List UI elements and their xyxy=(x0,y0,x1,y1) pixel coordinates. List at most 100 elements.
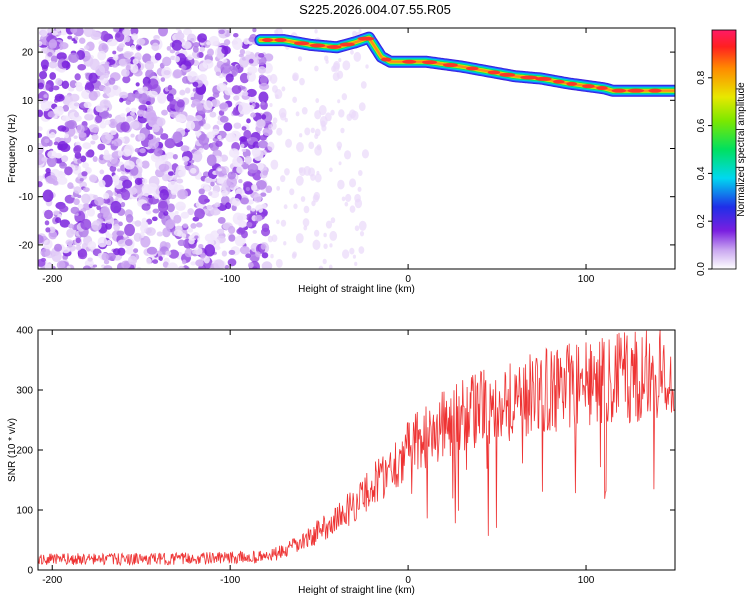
noise-blob xyxy=(87,257,93,262)
noise-blob xyxy=(47,52,53,57)
noise-blob xyxy=(257,140,269,149)
noise-blob xyxy=(102,86,112,94)
noise-blob xyxy=(136,38,146,46)
noise-blob xyxy=(218,110,225,116)
noise-blob xyxy=(354,225,360,232)
noise-blob xyxy=(276,219,280,225)
noise-blob xyxy=(234,185,239,189)
noise-blob xyxy=(169,49,176,54)
noise-blob xyxy=(56,154,62,159)
noise-blob xyxy=(175,116,181,122)
noise-blob xyxy=(47,150,57,159)
noise-blob xyxy=(187,71,198,83)
noise-blob xyxy=(153,147,163,157)
noise-blob xyxy=(113,223,120,232)
noise-blob xyxy=(194,247,203,255)
page-title: S225.2026.004.07.55.R05 xyxy=(299,2,451,17)
noise-blob xyxy=(171,39,183,51)
noise-blob xyxy=(113,54,119,61)
noise-blob xyxy=(75,244,82,251)
noise-blob xyxy=(337,99,341,104)
noise-blob xyxy=(240,197,250,205)
noise-blob xyxy=(206,131,216,139)
noise-blob xyxy=(203,123,211,130)
noise-blob xyxy=(212,92,220,98)
noise-blob xyxy=(61,60,70,69)
noise-blob xyxy=(283,204,288,210)
noise-blob xyxy=(145,227,156,236)
noise-blob xyxy=(176,99,185,108)
noise-blob xyxy=(157,92,167,104)
signal-peak xyxy=(326,45,342,50)
noise-blob xyxy=(340,127,345,134)
noise-blob xyxy=(49,132,56,139)
noise-blob xyxy=(38,175,43,182)
noise-blob xyxy=(225,132,236,143)
noise-blob xyxy=(261,227,271,237)
noise-blob xyxy=(342,60,351,71)
noise-blob xyxy=(238,220,247,228)
noise-blob xyxy=(120,121,130,133)
noise-blob xyxy=(174,55,180,63)
noise-blob xyxy=(246,118,251,124)
noise-blob xyxy=(227,258,237,267)
noise-blob xyxy=(123,160,135,170)
noise-blob xyxy=(103,192,110,200)
noise-blob xyxy=(123,51,133,59)
noise-blob xyxy=(304,127,311,136)
noise-blob xyxy=(120,113,126,118)
noise-blob xyxy=(114,31,125,43)
colorbar-tick-label: 0.6 xyxy=(696,118,707,132)
noise-blob xyxy=(365,64,369,69)
snr-ylabel: SNR (10 * v/v) xyxy=(7,418,18,482)
noise-blob xyxy=(181,259,187,265)
noise-blob xyxy=(127,255,138,265)
noise-blob xyxy=(248,58,254,64)
noise-blob xyxy=(221,250,228,257)
noise-blob xyxy=(130,121,140,130)
noise-blob xyxy=(197,33,208,43)
noise-blob xyxy=(281,86,286,92)
noise-blob xyxy=(239,72,250,84)
noise-blob xyxy=(200,252,206,259)
noise-blob xyxy=(114,180,125,190)
noise-blob xyxy=(341,93,348,101)
noise-blob xyxy=(125,99,132,105)
noise-blob xyxy=(314,29,318,34)
noise-blob xyxy=(137,133,146,142)
signal-peak xyxy=(402,59,417,64)
noise-blob xyxy=(181,156,190,162)
noise-blob xyxy=(336,70,344,79)
noise-blob xyxy=(228,225,236,234)
noise-blob xyxy=(231,85,242,95)
noise-blob xyxy=(330,109,335,116)
noise-blob xyxy=(119,97,124,103)
noise-blob xyxy=(134,177,143,186)
noise-blob xyxy=(354,198,363,209)
noise-blob xyxy=(55,78,63,86)
noise-blob xyxy=(314,145,322,156)
noise-blob xyxy=(258,91,269,104)
noise-blob xyxy=(38,234,44,244)
noise-blob xyxy=(247,104,255,112)
noise-blob xyxy=(38,143,44,151)
noise-blob xyxy=(165,219,175,230)
noise-blob xyxy=(97,212,105,219)
noise-blob xyxy=(162,261,169,268)
noise-blob xyxy=(99,84,105,91)
noise-blob xyxy=(82,187,90,193)
noise-blob xyxy=(292,96,298,103)
spectrogram-xlabel: Height of straight line (km) xyxy=(298,284,415,295)
noise-blob xyxy=(177,189,188,200)
noise-blob xyxy=(194,235,199,239)
noise-blob xyxy=(130,107,137,113)
noise-blob xyxy=(205,177,214,184)
noise-blob xyxy=(109,129,117,136)
noise-blob xyxy=(357,186,362,192)
noise-blob xyxy=(261,261,273,269)
noise-blob xyxy=(124,239,133,247)
noise-blob xyxy=(40,248,51,257)
noise-blob xyxy=(38,109,44,118)
noise-blob xyxy=(131,33,138,41)
noise-blob xyxy=(216,228,225,235)
